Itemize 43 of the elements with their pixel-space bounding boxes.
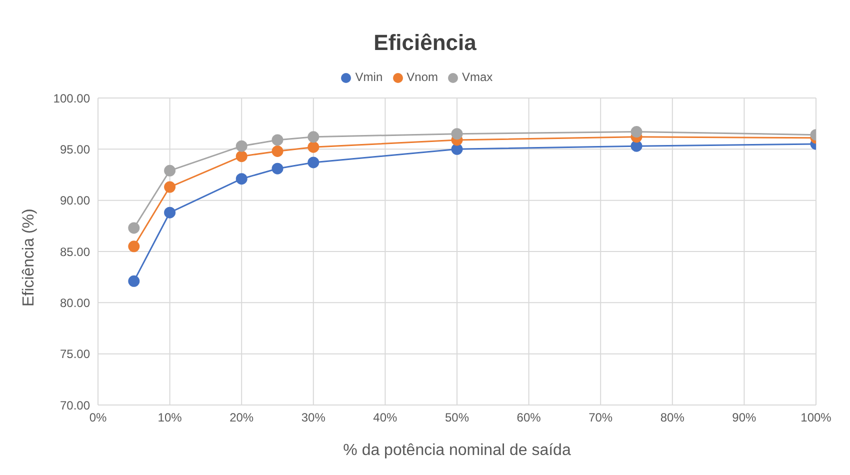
y-tick-label: 90.00 [60, 194, 90, 208]
point [308, 141, 320, 153]
x-tick-label: 10% [158, 410, 182, 425]
chart-title: Eficiência [372, 29, 478, 57]
x-tick-label: 80% [660, 410, 685, 425]
legend-label: Vmin [355, 70, 383, 84]
y-tick-label: 85.00 [60, 244, 90, 259]
legend-label: Vnom [406, 70, 438, 84]
point [164, 206, 176, 218]
point [630, 140, 642, 152]
y-tick-label: 80.00 [60, 296, 90, 310]
y-tick-label: 95.00 [60, 142, 90, 156]
point [630, 126, 642, 138]
point [308, 131, 320, 143]
y-tick-label: 70.00 [60, 398, 90, 412]
point [236, 140, 248, 152]
point [128, 275, 140, 287]
point [164, 181, 176, 193]
x-tick-label: 40% [373, 410, 398, 425]
x-tick-label: 60% [516, 410, 542, 425]
point [308, 156, 320, 168]
x-tick-label: 100% [800, 410, 832, 425]
x-tick-label: 70% [588, 410, 613, 425]
point [272, 145, 284, 157]
point [128, 240, 140, 252]
x-tick-label: 90% [732, 410, 757, 425]
x-tick-label: 50% [444, 410, 470, 425]
point [272, 134, 284, 146]
legend-label: Vmax [462, 70, 493, 84]
y-tick-label: 75.00 [60, 347, 90, 362]
x-axis-title: % da potência nominal de saída [343, 442, 571, 459]
point [236, 150, 248, 162]
y-axis-title: Eficiência (%) [20, 208, 38, 306]
point [164, 164, 176, 176]
y-tick-label: 100.00 [53, 91, 90, 106]
point [272, 162, 284, 174]
x-tick-label: 20% [230, 410, 254, 425]
point [451, 143, 463, 155]
point [128, 222, 140, 234]
x-tick-label: 30% [301, 410, 326, 425]
point [236, 173, 248, 185]
x-tick-label: 0% [89, 410, 107, 425]
point [451, 128, 463, 140]
